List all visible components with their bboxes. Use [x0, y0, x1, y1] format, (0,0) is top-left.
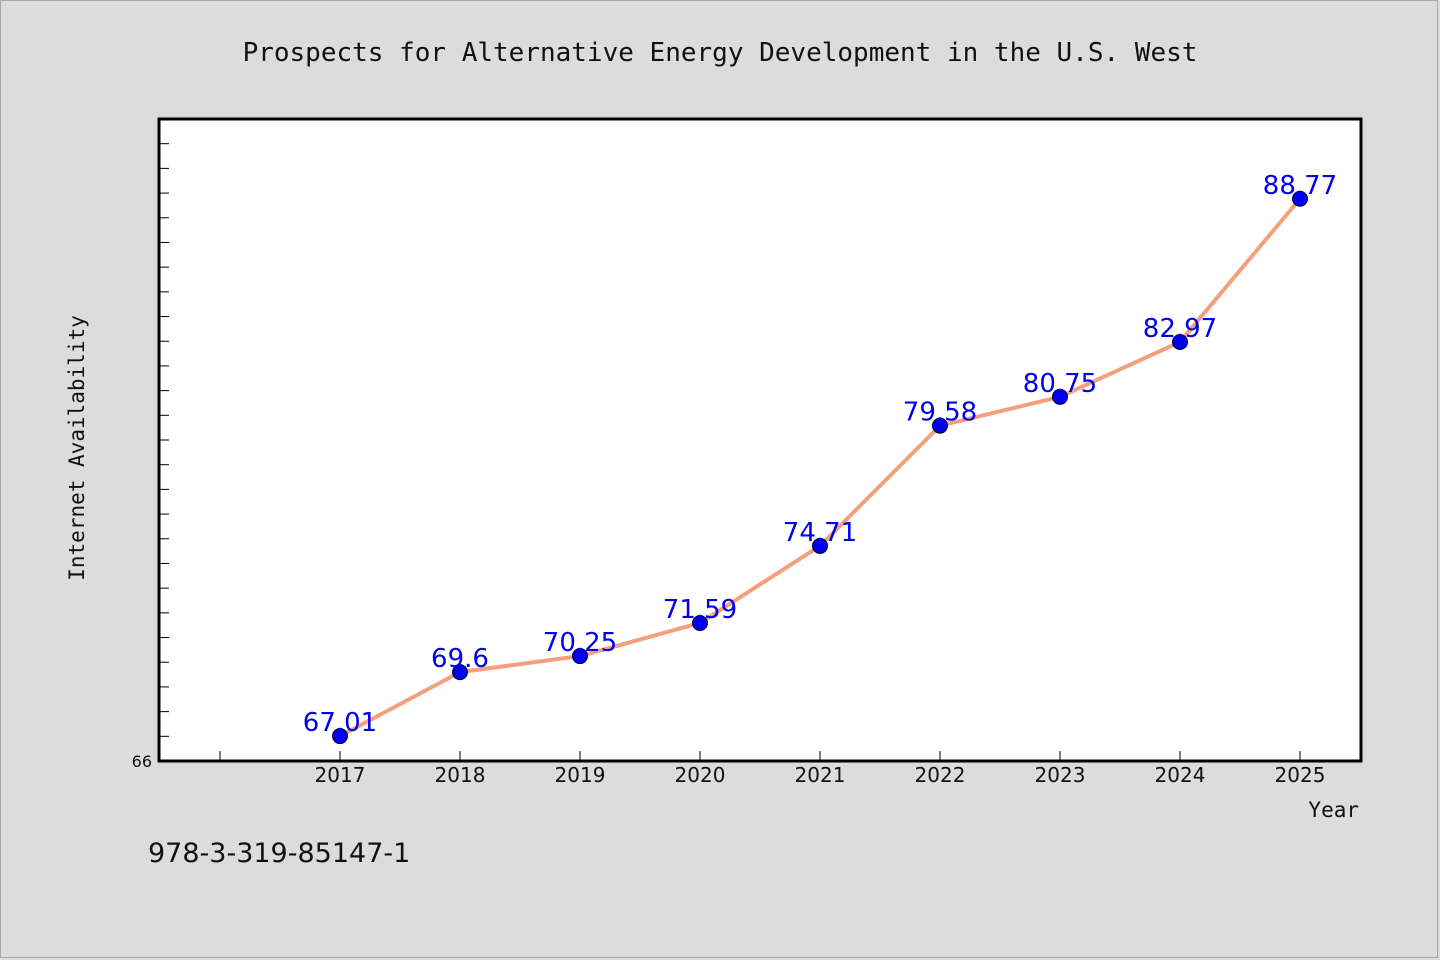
x-axis-ticks: [219, 751, 1301, 761]
data-point: [932, 417, 948, 434]
data-point: [812, 537, 828, 554]
data-label: 71.59: [663, 595, 737, 625]
x-tick-label: 2020: [675, 763, 726, 787]
x-axis-tick-labels: 2017 2018 2019 2020 2021 2022 2023 2024 2025: [315, 763, 1326, 787]
x-tick-label: 2022: [915, 763, 966, 787]
data-point: [692, 614, 708, 631]
data-label: 79.58: [903, 398, 977, 428]
data-label: 74.71: [783, 518, 857, 548]
data-point: [452, 664, 468, 681]
data-point: [1172, 333, 1188, 350]
x-tick-label: 2023: [1035, 763, 1086, 787]
chart-title: Prospects for Alternative Energy Develop…: [243, 38, 1198, 68]
y-axis-min-label: 66: [132, 752, 152, 771]
x-tick-label: 2019: [555, 763, 606, 787]
x-tick-label: 2025: [1275, 763, 1326, 787]
x-tick-label: 2017: [315, 763, 366, 787]
data-point: [332, 728, 348, 745]
x-tick-label: 2024: [1155, 763, 1206, 787]
plot-area: [157, 117, 1363, 763]
data-point: [1052, 388, 1068, 405]
series-markers: [332, 190, 1308, 745]
data-point: [1292, 190, 1308, 207]
y-axis-ticks: [159, 143, 169, 737]
data-labels: 67.01 69.6 70.25 71.59 74.71 79.58 80.75 82.97 8…: [303, 171, 1337, 738]
data-label: 82.97: [1143, 314, 1217, 344]
data-label: 70.25: [543, 628, 617, 658]
data-label: 80.75: [1023, 369, 1097, 399]
footer-id: 978-3-319-85147-1: [148, 838, 410, 869]
x-tick-label: 2021: [795, 763, 846, 787]
data-label: 67.01: [303, 708, 377, 738]
x-tick-label: 2018: [435, 763, 486, 787]
x-axis-title: Year: [1308, 798, 1359, 822]
data-label: 69.6: [431, 644, 489, 674]
data-point: [572, 648, 588, 665]
y-axis-title: Internet Availability: [65, 315, 89, 581]
data-label: 88.77: [1263, 171, 1337, 201]
